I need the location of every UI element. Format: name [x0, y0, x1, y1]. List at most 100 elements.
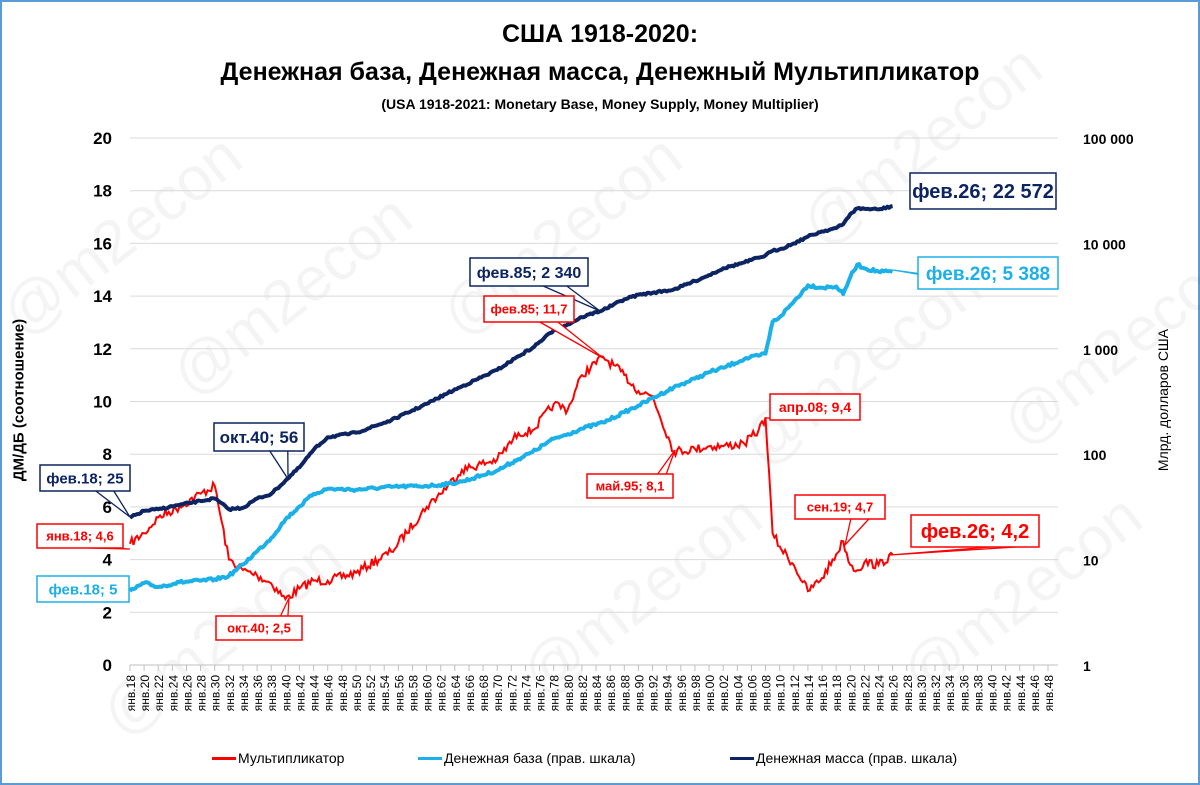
- left-axis-label: ДМ/ДБ (соотношение): [10, 318, 28, 482]
- left-tick-label: 14: [93, 287, 112, 306]
- x-tick-label: янв.02: [717, 675, 731, 712]
- annotation-base-feb18: [36, 575, 130, 603]
- annotation-base-feb26: [917, 256, 1059, 290]
- x-tick-label: янв.52: [364, 675, 378, 712]
- x-tick-label: янв.64: [449, 675, 463, 712]
- x-tick-label: янв.36: [957, 675, 971, 712]
- annotation-supply-feb85-text: фев.85; 2 340: [477, 265, 582, 282]
- annotation-mult-apr08-text: апр.08; 9,4: [779, 399, 851, 415]
- chart-title: США 1918-2020:: [501, 20, 699, 48]
- x-tick-label: янв.24: [166, 675, 180, 712]
- x-tick-label: янв.56: [392, 675, 406, 712]
- x-tick-label: янв.44: [308, 675, 322, 712]
- x-tick-label: янв.84: [590, 675, 604, 712]
- x-tick-label: янв.62: [435, 675, 449, 712]
- right-tick-label: 10: [1083, 553, 1099, 569]
- legend-label: Мультипликатор: [238, 750, 345, 766]
- right-tick-label: 100: [1083, 447, 1107, 463]
- x-tick-label: янв.98: [689, 675, 703, 712]
- legend-label: Денежная база (прав. шкала): [444, 750, 636, 766]
- x-tick-label: янв.80: [562, 675, 576, 712]
- annotation-mult-jan18: [36, 523, 124, 549]
- x-tick-label: янв.88: [618, 675, 632, 712]
- x-tick-label: янв.08: [760, 675, 774, 712]
- x-tick-label: янв.18: [124, 675, 138, 712]
- annotation-supply-feb26-text: фев.26; 22 572: [912, 181, 1054, 203]
- x-tick-label: янв.48: [1042, 675, 1056, 712]
- x-tick-label: янв.34: [237, 675, 251, 712]
- x-tick-label: янв.66: [463, 675, 477, 712]
- left-tick-label: 4: [103, 551, 113, 570]
- right-tick-label: 1 000: [1083, 342, 1118, 358]
- x-tick-label: янв.16: [816, 675, 830, 712]
- x-tick-label: янв.22: [152, 675, 166, 712]
- right-axis-label: Млрд. долларов США: [1155, 328, 1172, 472]
- chart-title-line2: Денежная база, Денежная масса, Денежный …: [220, 58, 980, 86]
- x-tick-label: янв.38: [265, 675, 279, 712]
- annotation-mult-may95-text: май.95; 8,1: [596, 479, 665, 494]
- chart-subtitle: (USA 1918-2021: Monetary Base, Money Sup…: [381, 96, 819, 112]
- x-tick-label: янв.44: [1014, 675, 1028, 712]
- x-tick-label: янв.36: [251, 675, 265, 712]
- x-tick-label: янв.32: [223, 675, 237, 712]
- x-tick-label: янв.46: [1028, 675, 1042, 712]
- legend-item-multiplier: Мультипликатор: [212, 750, 344, 766]
- annotation-supply-oct40-leader: [269, 450, 289, 482]
- annotation-mult-feb85-leader: [539, 321, 604, 359]
- x-tick-label: янв.94: [661, 675, 675, 712]
- x-tick-label: янв.82: [576, 675, 590, 712]
- x-tick-label: янв.26: [180, 675, 194, 712]
- x-tick-label: янв.20: [844, 675, 858, 712]
- x-tick-label: янв.34: [943, 675, 957, 712]
- left-tick-label: 16: [93, 234, 112, 253]
- left-tick-label: 8: [103, 445, 112, 464]
- x-tick-label: янв.40: [279, 675, 293, 712]
- left-tick-label: 2: [103, 603, 112, 622]
- left-tick-label: 12: [93, 340, 112, 359]
- x-tick-label: янв.42: [1000, 675, 1014, 712]
- annotation-mult-feb85-text: фев.85; 11,7: [490, 302, 567, 317]
- x-tick-label: янв.46: [322, 675, 336, 712]
- annotation-supply-feb26: [909, 172, 1057, 210]
- x-tick-label: янв.74: [519, 675, 533, 712]
- annotation-mult-feb26-leader: [889, 546, 1017, 556]
- annotation-supply-feb18: [39, 464, 131, 492]
- left-tick-label: 20: [93, 129, 112, 148]
- legend-label: Денежная масса (прав. шкала): [756, 750, 958, 766]
- x-tick-label: янв.22: [858, 675, 872, 712]
- x-tick-label: янв.04: [731, 675, 745, 712]
- right-tick-label: 100 000: [1083, 131, 1134, 147]
- x-tick-label: янв.28: [901, 675, 915, 712]
- x-tick-label: янв.92: [647, 675, 661, 712]
- annotation-mult-sep19: [794, 494, 886, 520]
- annotation-base-feb26-text: фев.26; 5 388: [926, 264, 1050, 285]
- x-tick-label: янв.78: [548, 675, 562, 712]
- annotation-supply-oct40: [213, 422, 305, 452]
- left-tick-label: 0: [103, 656, 112, 675]
- legend-item-supply: Денежная масса (прав. шкала): [730, 750, 957, 766]
- annotation-mult-apr08: [769, 393, 861, 421]
- annotation-supply-feb18-text: фев.18; 25: [46, 470, 123, 487]
- x-tick-label: янв.50: [350, 675, 364, 712]
- x-tick-label: янв.28: [195, 675, 209, 712]
- annotation-supply-oct40-text: окт.40; 56: [220, 428, 299, 447]
- x-tick-label: янв.96: [675, 675, 689, 712]
- x-tick-label: янв.86: [604, 675, 618, 712]
- legend-swatch-navy: [730, 756, 754, 760]
- x-tick-label: янв.12: [788, 675, 802, 712]
- x-tick-label: янв.76: [534, 675, 548, 712]
- series-base-line: [128, 262, 894, 593]
- right-tick-label: 1: [1083, 658, 1091, 674]
- annotation-supply-feb85: [469, 257, 589, 287]
- annotation-mult-sep19-leader: [843, 518, 870, 548]
- x-tick-label: янв.20: [138, 675, 152, 712]
- left-tick-label: 10: [93, 393, 112, 412]
- annotation-mult-feb26-text: фев.26; 4,2: [921, 521, 1029, 543]
- annotation-supply-feb18-leader: [95, 490, 131, 518]
- x-tick-label: янв.10: [774, 675, 788, 712]
- x-tick-label: янв.40: [986, 675, 1000, 712]
- x-tick-label: янв.18: [830, 675, 844, 712]
- x-tick-label: янв.30: [915, 675, 929, 712]
- x-tick-label: янв.00: [703, 675, 717, 712]
